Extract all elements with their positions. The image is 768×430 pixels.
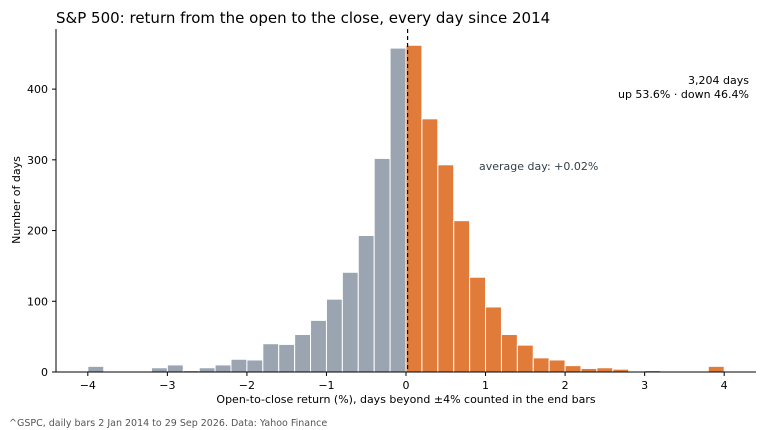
histogram-bar <box>564 365 582 373</box>
bars-layer <box>87 44 725 373</box>
histogram-bar <box>325 298 343 373</box>
x-tick-label: −2 <box>239 379 255 392</box>
up-down-split-annotation: up 53.6% · down 46.4% <box>618 88 749 101</box>
histogram-bar <box>262 343 280 373</box>
histogram-bar <box>389 47 407 373</box>
histogram-bar <box>357 235 375 373</box>
histogram-bar <box>230 358 248 373</box>
histogram-bar <box>310 319 327 373</box>
chart-title: S&P 500: return from the open to the clo… <box>56 9 550 27</box>
histogram-bar <box>294 334 312 373</box>
average-day-annotation: average day: +0.02% <box>479 160 598 173</box>
histogram-bar <box>341 271 359 373</box>
y-ticks: 0 100 200 300 400 <box>27 83 56 379</box>
x-tick-label: 2 <box>562 379 569 392</box>
x-tick-label: 3 <box>641 379 648 392</box>
histogram-bar <box>580 367 598 373</box>
y-tick-label: 0 <box>41 366 48 379</box>
histogram-bar <box>150 367 168 373</box>
x-axis-label: Open-to-close return (%), days beyond ±4… <box>216 393 595 406</box>
y-tick-label: 300 <box>27 154 48 167</box>
x-tick-label: 4 <box>721 379 728 392</box>
histogram-bar <box>596 367 614 373</box>
histogram-bar <box>198 367 216 373</box>
x-tick-label: −4 <box>80 379 96 392</box>
x-tick-label: −1 <box>318 379 334 392</box>
x-tick-label: −3 <box>159 379 175 392</box>
histogram-bar <box>500 334 518 373</box>
x-tick-label: 1 <box>482 379 489 392</box>
histogram-bar <box>485 306 502 373</box>
y-tick-label: 400 <box>27 83 48 96</box>
y-tick-label: 100 <box>27 295 48 308</box>
histogram-bar <box>246 359 264 373</box>
histogram-bar <box>421 118 439 373</box>
histogram-bar <box>87 365 105 373</box>
source-note: ^GSPC, daily bars 2 Jan 2014 to 29 Sep 2… <box>9 418 327 429</box>
histogram-bar <box>405 44 423 373</box>
histogram-bar <box>516 344 534 373</box>
histogram-bar <box>166 364 184 373</box>
histogram-bar <box>373 157 391 373</box>
histogram-bar <box>548 359 566 373</box>
histogram-bar <box>453 220 471 373</box>
histogram-bar <box>437 164 455 373</box>
histogram-bar <box>214 364 232 373</box>
histogram-bar <box>278 343 296 373</box>
total-days-annotation: 3,204 days <box>688 74 749 87</box>
y-tick-label: 200 <box>27 225 48 238</box>
histogram-bar <box>532 357 550 373</box>
x-tick-label: 0 <box>403 379 410 392</box>
histogram-bar <box>707 365 725 373</box>
y-axis-label: Number of days <box>10 156 23 244</box>
histogram-bar <box>469 276 487 373</box>
x-ticks: −4 −3 −2 −1 0 1 2 3 4 <box>80 372 728 392</box>
